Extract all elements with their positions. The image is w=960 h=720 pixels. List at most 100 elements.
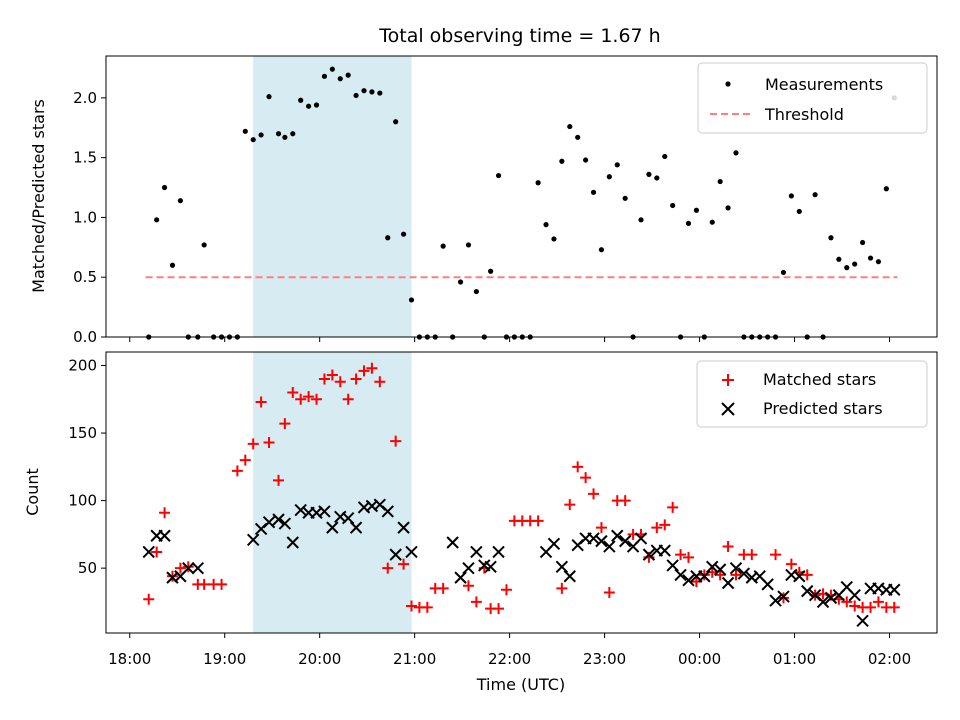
measurement-point — [250, 137, 256, 143]
measurement-point — [836, 256, 842, 262]
chart-title: Total observing time = 1.67 h — [378, 25, 660, 47]
predicted-star-marker — [729, 561, 743, 575]
legend-entry-matched: Matched stars — [763, 370, 876, 389]
measurement-point — [369, 89, 375, 95]
matched-star-marker — [263, 437, 275, 449]
matched-star-marker — [255, 396, 267, 408]
measurement-point — [306, 103, 312, 109]
measurement-point — [321, 73, 328, 79]
matched-star-marker — [421, 601, 433, 613]
measurement-point — [345, 72, 351, 78]
measurement-point — [242, 128, 248, 134]
predicted-star-marker — [706, 560, 719, 574]
predicted-stars-series — [142, 498, 901, 628]
measurement-point — [408, 297, 415, 303]
predicted-star-marker — [158, 529, 171, 542]
measurement-point — [393, 119, 399, 125]
matched-star-marker — [730, 569, 742, 581]
measurement-point — [709, 219, 715, 225]
measurement-point — [535, 180, 541, 186]
predicted-star-marker — [462, 561, 475, 575]
predicted-star-marker — [793, 570, 806, 583]
x-axis-label: Time (UTC) — [476, 675, 565, 694]
y-axis-label: Matched/Predicted stars — [29, 99, 48, 293]
matched-star-marker — [493, 603, 505, 615]
predicted-star-marker — [191, 561, 205, 575]
matched-star-marker — [390, 435, 402, 447]
measurement-point — [606, 174, 612, 180]
matched-star-marker — [143, 593, 155, 605]
matched-star-marker — [159, 507, 171, 519]
measurement-point — [361, 88, 367, 94]
measurement-point — [662, 153, 668, 160]
measurement-point — [377, 90, 383, 96]
measurement-point — [788, 193, 794, 199]
legend-entry-threshold: Threshold — [764, 105, 844, 124]
x-tick-label: 20:00 — [298, 650, 341, 668]
legend-top: Measurements Threshold — [697, 62, 928, 134]
matched-star-marker — [334, 376, 346, 388]
predicted-star-marker — [492, 545, 505, 559]
predicted-star-marker — [595, 534, 608, 548]
measurement-point — [567, 123, 573, 130]
measurement-point — [465, 242, 472, 248]
measurement-point — [457, 279, 464, 285]
x-tick-label: 18:00 — [108, 650, 151, 668]
x-tick-label: 19:00 — [203, 650, 246, 668]
predicted-star-marker — [405, 545, 418, 559]
matched-star-marker — [556, 582, 568, 594]
predicted-star-marker — [286, 536, 299, 549]
bottom-axes-frame — [105, 351, 938, 634]
matched-star-marker — [872, 596, 884, 608]
predicted-star-marker — [272, 513, 285, 526]
matched-star-marker — [174, 562, 186, 574]
y-axis-label: Count — [23, 468, 42, 516]
matched-star-marker — [437, 582, 449, 594]
x-tick-label: 21:00 — [393, 650, 436, 668]
measurement-point — [812, 192, 818, 198]
measurement-point — [828, 235, 834, 241]
measurement-point — [329, 66, 335, 72]
predicted-star-marker — [658, 544, 671, 557]
measurement-point — [654, 175, 660, 181]
measurement-point — [614, 162, 620, 168]
predicted-star-marker — [721, 576, 735, 590]
predicted-star-marker — [800, 584, 814, 598]
top-panel: 0.00.51.01.52.0 Matched/Predicted stars … — [29, 55, 938, 346]
predicted-star-marker — [848, 588, 861, 602]
measurement-point — [551, 236, 557, 242]
matched-star-marker — [588, 488, 600, 500]
matched-star-marker — [580, 472, 592, 484]
predicted-star-marker — [603, 540, 616, 553]
measurement-point — [875, 259, 882, 265]
predicted-star-marker — [618, 534, 632, 548]
predicted-star-marker — [824, 591, 838, 605]
matched-star-marker — [231, 465, 243, 477]
predicted-star-marker — [278, 517, 292, 530]
matched-star-marker — [651, 522, 663, 534]
matched-star-marker — [382, 562, 394, 574]
x-tick-label: 23:00 — [583, 650, 626, 668]
measurement-point — [313, 102, 320, 108]
measurement-point — [275, 131, 282, 137]
legend-entry-measurements: Measurements — [765, 75, 883, 94]
predicted-star-marker — [454, 571, 467, 584]
matched-star-marker — [746, 549, 758, 561]
legend-box — [696, 360, 928, 428]
matched-star-marker — [303, 391, 315, 403]
measurement-point — [473, 288, 479, 295]
matched-star-marker — [595, 522, 607, 534]
matched-star-marker — [216, 578, 228, 590]
matched-star-marker — [470, 596, 482, 608]
measurement-point — [169, 262, 176, 268]
matched-star-marker — [366, 362, 378, 374]
y-tick-label: 50 — [78, 559, 97, 577]
predicted-star-marker — [142, 545, 155, 559]
observing-window-shade — [253, 352, 412, 633]
matched-star-marker — [247, 438, 259, 450]
measurement-point — [543, 222, 549, 228]
predicted-star-marker — [888, 583, 901, 596]
bottom-panel: 50 100 150 200 18:00 19:00 20:00 21:00 22:00 23:… — [23, 351, 938, 694]
matched-star-marker — [326, 369, 338, 381]
